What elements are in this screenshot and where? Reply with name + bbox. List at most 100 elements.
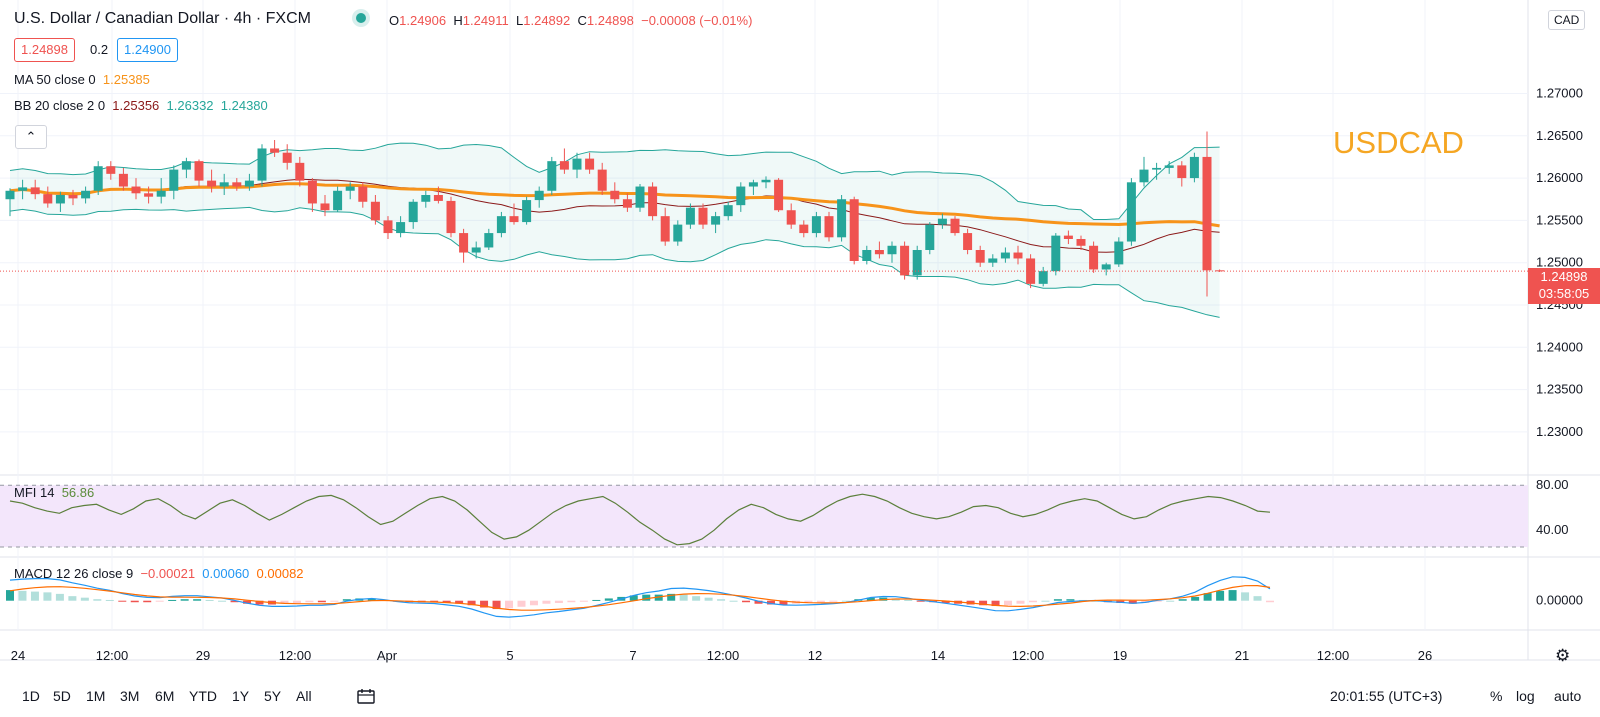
candle[interactable] xyxy=(282,144,292,170)
candle[interactable] xyxy=(585,152,595,174)
symbol-title[interactable]: U.S. Dollar / Canadian Dollar · 4h · FXC… xyxy=(14,10,311,27)
candle[interactable] xyxy=(799,220,809,238)
candle[interactable] xyxy=(547,156,557,195)
candle[interactable] xyxy=(81,186,91,204)
candle[interactable] xyxy=(106,161,116,180)
candle[interactable] xyxy=(471,241,481,259)
candle[interactable] xyxy=(181,157,191,179)
mfi-legend[interactable]: MFI 14 56.86 xyxy=(14,485,95,500)
candle[interactable] xyxy=(723,201,733,221)
candle[interactable] xyxy=(459,228,469,263)
candle[interactable] xyxy=(1177,161,1187,187)
clock-readout[interactable]: 20:01:55 (UTC+3) xyxy=(1330,688,1443,704)
candle[interactable] xyxy=(1063,230,1073,245)
candle[interactable] xyxy=(68,189,78,206)
candle[interactable] xyxy=(887,241,897,263)
candle[interactable] xyxy=(811,211,821,238)
candle[interactable] xyxy=(1189,152,1199,183)
candle[interactable] xyxy=(711,211,721,234)
candle[interactable] xyxy=(144,186,154,204)
candle[interactable] xyxy=(698,203,708,229)
candle[interactable] xyxy=(270,140,280,157)
candle[interactable] xyxy=(534,186,544,208)
candle[interactable] xyxy=(597,162,607,195)
candle[interactable] xyxy=(421,190,431,208)
candle[interactable] xyxy=(522,196,532,225)
calendar-range-icon[interactable] xyxy=(357,688,375,707)
timeframe-button-5y[interactable]: 5Y xyxy=(264,688,282,704)
gear-icon[interactable]: ⚙ xyxy=(1555,646,1571,665)
candle[interactable] xyxy=(509,203,519,225)
candle[interactable] xyxy=(736,182,746,212)
timeframe-button-5d[interactable]: 5D xyxy=(53,688,71,704)
candle[interactable] xyxy=(862,245,872,265)
log-scale-button[interactable]: log xyxy=(1516,688,1535,704)
candle[interactable] xyxy=(93,161,103,195)
candle[interactable] xyxy=(30,179,40,200)
candle[interactable] xyxy=(1089,241,1099,273)
candle[interactable] xyxy=(1164,161,1174,174)
candle[interactable] xyxy=(1101,262,1111,276)
candle[interactable] xyxy=(660,207,670,246)
candle[interactable] xyxy=(685,203,695,229)
ma-legend[interactable]: MA 50 close 0 1.25385 xyxy=(14,72,150,87)
candle[interactable] xyxy=(1139,156,1149,187)
candle[interactable] xyxy=(900,241,910,280)
candle[interactable] xyxy=(1051,233,1061,276)
candle[interactable] xyxy=(207,169,217,193)
candle[interactable] xyxy=(396,216,406,238)
candle[interactable] xyxy=(1026,254,1036,289)
timeframe-button-3m[interactable]: 3M xyxy=(120,688,140,704)
candle[interactable] xyxy=(824,211,834,242)
candle[interactable] xyxy=(572,152,582,179)
collapse-legend-button[interactable]: ⌃ xyxy=(15,125,47,149)
candle[interactable] xyxy=(748,179,758,195)
candle[interactable] xyxy=(169,165,179,200)
timeframe-button-1d[interactable]: 1D xyxy=(22,688,40,704)
percent-scale-button[interactable]: % xyxy=(1490,688,1503,704)
candle[interactable] xyxy=(950,216,960,236)
candle[interactable] xyxy=(963,228,973,255)
candle[interactable] xyxy=(156,178,166,204)
candle[interactable] xyxy=(370,195,380,225)
candle[interactable] xyxy=(837,195,847,242)
auto-scale-button[interactable]: auto xyxy=(1554,688,1582,704)
candle[interactable] xyxy=(610,182,620,204)
candle[interactable] xyxy=(446,196,456,238)
candle[interactable] xyxy=(1013,245,1023,265)
candle[interactable] xyxy=(912,245,922,280)
candle[interactable] xyxy=(496,211,506,238)
timeframe-button-1y[interactable]: 1Y xyxy=(232,688,250,704)
candle[interactable] xyxy=(358,182,368,208)
candle[interactable] xyxy=(786,203,796,229)
timeframe-button-6m[interactable]: 6M xyxy=(155,688,175,704)
candle[interactable] xyxy=(433,186,443,204)
candle[interactable] xyxy=(244,173,254,191)
candle[interactable] xyxy=(1152,162,1162,180)
candle[interactable] xyxy=(1114,237,1124,267)
buy-price-button[interactable]: 1.24900 xyxy=(117,38,178,62)
macd-legend[interactable]: MACD 12 26 close 9 −0.00021 0.00060 0.00… xyxy=(14,566,304,581)
timeframe-button-ytd[interactable]: YTD xyxy=(189,688,217,704)
candle[interactable] xyxy=(18,179,28,200)
candle[interactable] xyxy=(43,186,53,208)
candle[interactable] xyxy=(55,191,65,212)
candle[interactable] xyxy=(635,184,645,212)
candle[interactable] xyxy=(333,186,343,212)
candle[interactable] xyxy=(761,176,771,189)
candle[interactable] xyxy=(118,167,128,191)
candle[interactable] xyxy=(1215,269,1225,272)
candle[interactable] xyxy=(975,245,985,267)
mfi-pane[interactable] xyxy=(0,484,1528,548)
candle[interactable] xyxy=(307,178,317,212)
candle[interactable] xyxy=(648,182,658,221)
bb-legend[interactable]: BB 20 close 2 0 1.25356 1.26332 1.24380 xyxy=(14,98,268,113)
candle[interactable] xyxy=(925,222,935,255)
timeframe-button-all[interactable]: All xyxy=(296,688,312,704)
candle[interactable] xyxy=(1126,178,1136,246)
candle[interactable] xyxy=(622,193,632,212)
candle[interactable] xyxy=(484,228,494,250)
candle[interactable] xyxy=(194,159,204,187)
candle[interactable] xyxy=(559,148,569,174)
